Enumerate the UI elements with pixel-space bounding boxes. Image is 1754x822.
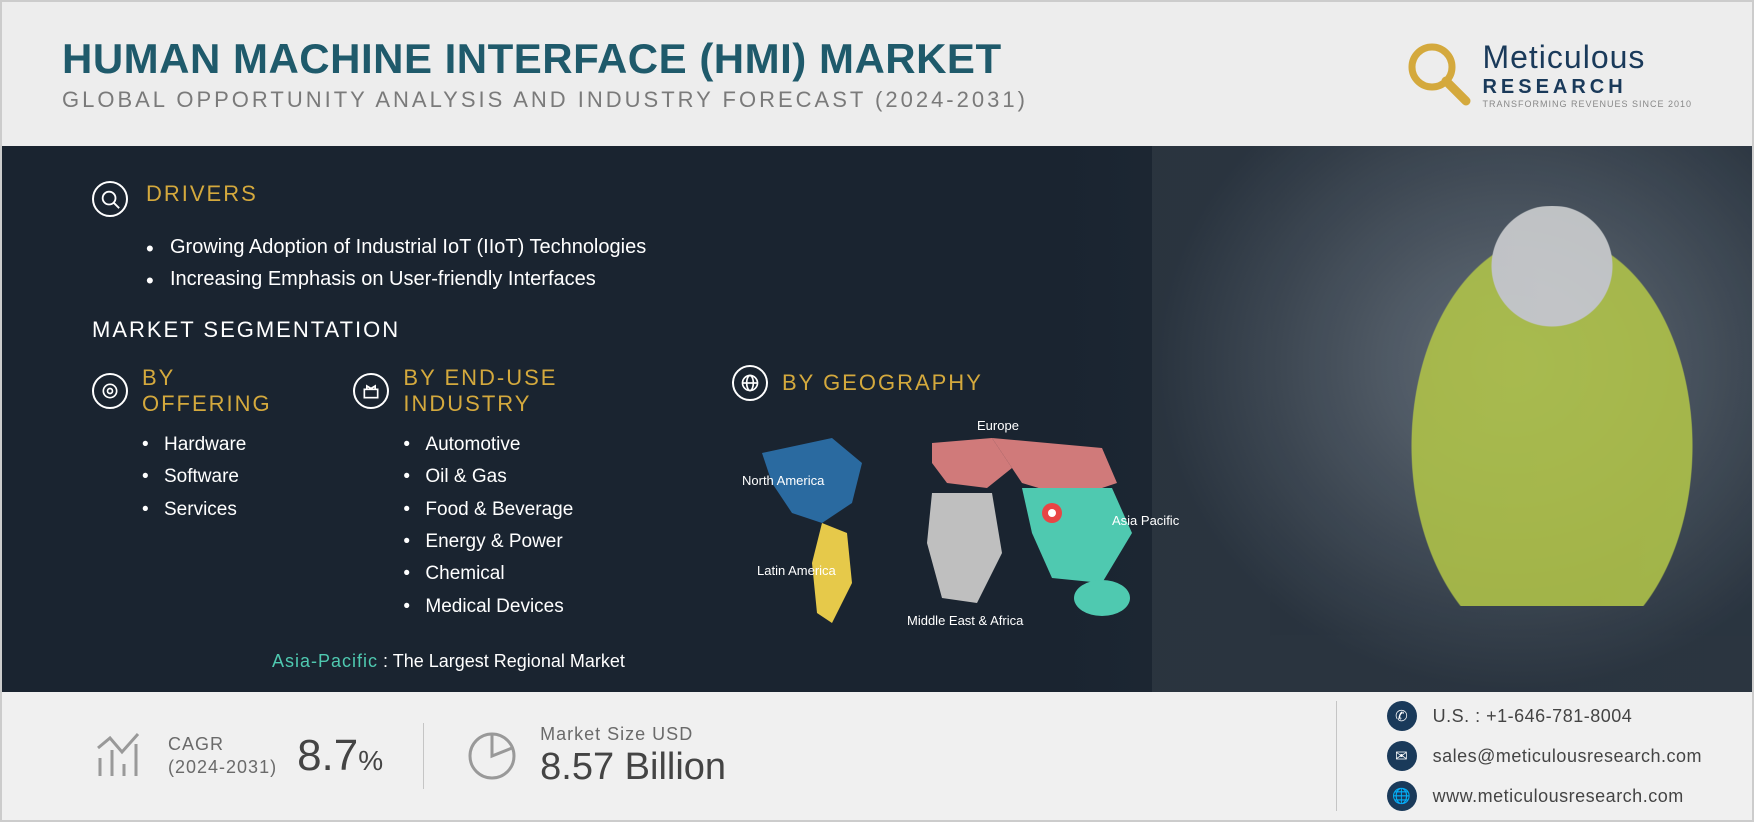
phone-icon: ✆ (1387, 701, 1417, 731)
offering-column: BY OFFERING Hardware Software Services (92, 365, 308, 526)
driver-item: Increasing Emphasis on User-friendly Int… (146, 263, 1192, 295)
cagr-metric: CAGR (2024-2031) 8.7% (52, 728, 423, 784)
industry-list: Automotive Oil & Gas Food & Beverage Ene… (403, 429, 687, 623)
pie-icon (464, 728, 520, 784)
drivers-icon (92, 181, 128, 217)
magnifier-icon (1404, 39, 1474, 109)
segmentation-heading: MARKET SEGMENTATION (92, 317, 1192, 343)
contact-phone: ✆ U.S. : +1-646-781-8004 (1387, 701, 1702, 731)
market-size-metric: Market Size USD 8.57 Billion (423, 723, 766, 789)
world-map: North America Latin America Europe Middl… (732, 413, 1152, 643)
header: HUMAN MACHINE INTERFACE (HMI) MARKET GLO… (2, 2, 1752, 146)
drivers-list: Growing Adoption of Industrial IoT (IIoT… (146, 231, 1192, 295)
list-item: Software (142, 461, 308, 493)
list-item: Energy & Power (403, 526, 687, 558)
logo-main: Meticulous (1482, 39, 1692, 76)
cagr-label: CAGR (168, 734, 224, 754)
list-item: Services (142, 494, 308, 526)
list-item: Medical Devices (403, 591, 687, 623)
list-item: Oil & Gas (403, 461, 687, 493)
highlight-text: The Largest Regional Market (393, 651, 625, 671)
brand-logo: Meticulous RESEARCH TRANSFORMING REVENUE… (1404, 39, 1692, 109)
main-body: DRIVERS Growing Adoption of Industrial I… (2, 146, 1752, 692)
region-label-eu: Europe (977, 418, 1019, 433)
offering-list: Hardware Software Services (142, 429, 308, 526)
region-label-mea: Middle East & Africa (907, 613, 1023, 628)
list-item: Automotive (403, 429, 687, 461)
cagr-period: (2024-2031) (168, 757, 277, 777)
globe-icon (732, 365, 768, 401)
list-item: Chemical (403, 558, 687, 590)
offering-icon (92, 373, 128, 409)
list-item: Hardware (142, 429, 308, 461)
size-value: 8.57 Billion (540, 746, 726, 789)
contact-email: ✉ sales@meticulousresearch.com (1387, 741, 1702, 771)
web-icon: 🌐 (1387, 781, 1417, 811)
footer: CAGR (2024-2031) 8.7% Market Size USD 8.… (2, 692, 1752, 820)
logo-sub: RESEARCH (1482, 76, 1692, 99)
geography-column: BY GEOGRAPHY (732, 365, 1192, 643)
page-subtitle: GLOBAL OPPORTUNITY ANALYSIS AND INDUSTRY… (62, 87, 1028, 113)
drivers-title: DRIVERS (146, 181, 258, 207)
size-label: Market Size USD (540, 723, 726, 746)
background-photo (1152, 146, 1752, 692)
contact-web: 🌐 www.meticulousresearch.com (1387, 781, 1702, 811)
region-label-ap: Asia Pacific (1112, 513, 1179, 528)
region-label-la: Latin America (757, 563, 836, 578)
contact-block: ✆ U.S. : +1-646-781-8004 ✉ sales@meticul… (1336, 701, 1702, 811)
driver-item: Growing Adoption of Industrial IoT (IIoT… (146, 231, 1192, 263)
email-icon: ✉ (1387, 741, 1417, 771)
region-highlight-caption: Asia-Pacific : The Largest Regional Mark… (272, 651, 1192, 672)
industry-title: BY END-USE INDUSTRY (403, 365, 687, 417)
highlight-region: Asia-Pacific (272, 651, 378, 671)
cagr-value: 8.7% (297, 731, 383, 781)
industry-column: BY END-USE INDUSTRY Automotive Oil & Gas… (353, 365, 687, 623)
logo-tagline: TRANSFORMING REVENUES SINCE 2010 (1482, 99, 1692, 109)
industry-icon (353, 373, 389, 409)
page-title: HUMAN MACHINE INTERFACE (HMI) MARKET (62, 35, 1028, 83)
world-map-svg (732, 413, 1152, 643)
chart-icon (92, 728, 148, 784)
geography-title: BY GEOGRAPHY (782, 370, 983, 396)
offering-title: BY OFFERING (142, 365, 308, 417)
region-label-na: North America (742, 473, 824, 488)
list-item: Food & Beverage (403, 494, 687, 526)
